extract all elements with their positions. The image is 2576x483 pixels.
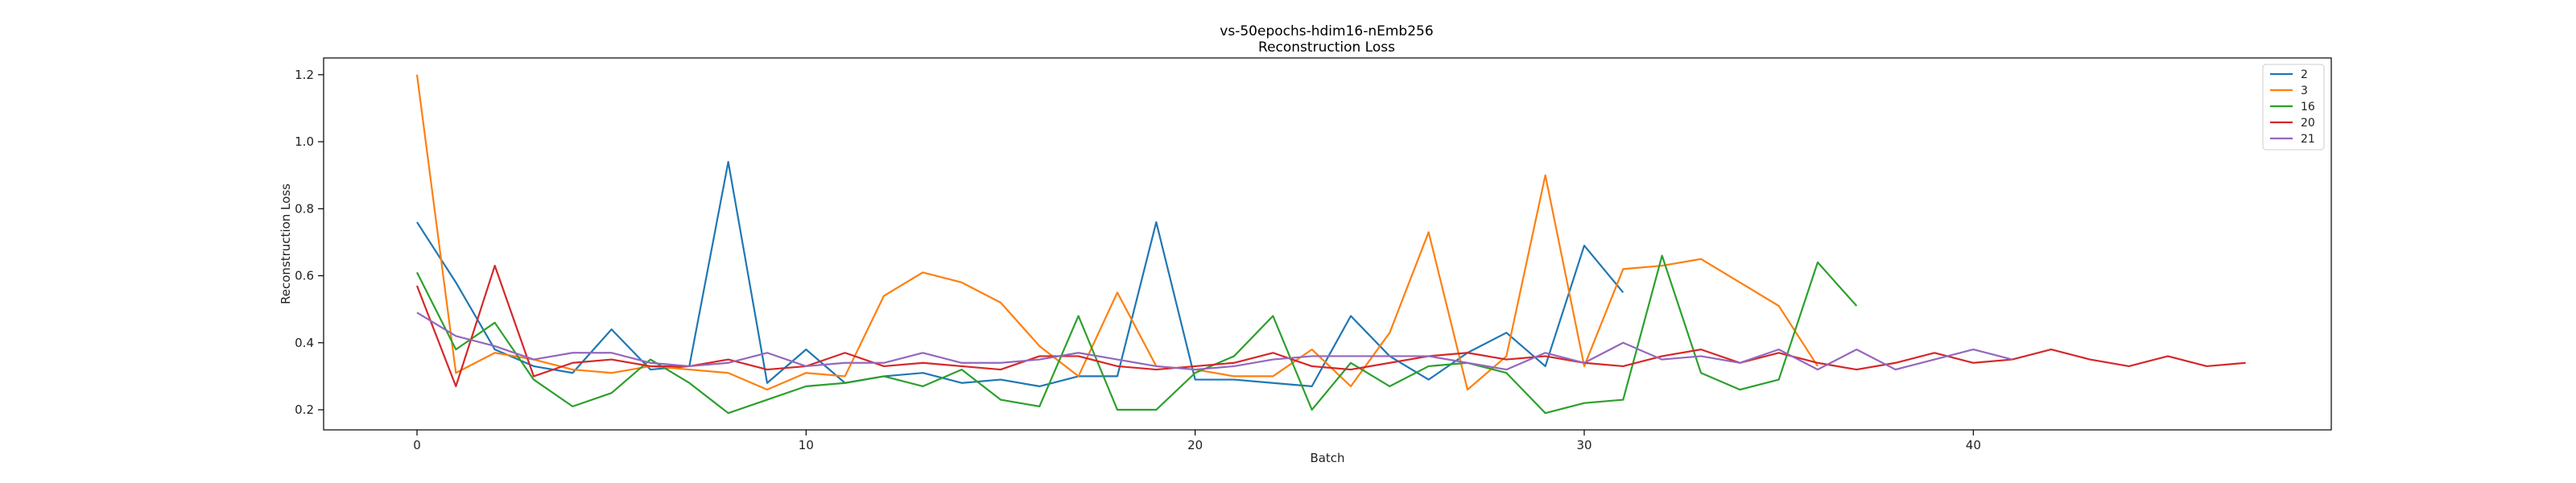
y-tick-label: 0.6 <box>295 269 314 283</box>
x-tick-label: 40 <box>1966 438 1981 452</box>
plot-area-frame <box>323 57 2332 431</box>
legend: 2 3 16 20 21 <box>2262 64 2325 151</box>
y-tick-label: 0.2 <box>295 402 314 417</box>
y-axis-ticks: 0.2 0.4 0.6 0.8 1.0 1.2 <box>295 68 324 417</box>
legend-label-3: 3 <box>2301 85 2308 97</box>
chart-title: vs-50epochs-hdim16-nEmb256 <box>1220 23 1433 39</box>
legend-frame <box>2262 64 2325 151</box>
y-tick-label: 0.4 <box>295 336 314 350</box>
y-tick-label: 0.8 <box>295 201 314 216</box>
title-block: vs-50epochs-hdim16-nEmb256 Reconstructio… <box>1220 23 1433 56</box>
x-tick-label: 10 <box>799 438 814 452</box>
x-axis-label: Batch <box>1310 451 1344 465</box>
series-layer <box>415 74 2246 415</box>
legend-label-2: 2 <box>2301 68 2308 81</box>
y-axis-label: Reconstruction Loss <box>279 184 293 304</box>
series-line-3 <box>415 74 1818 391</box>
legend-label-21: 21 <box>2301 133 2315 146</box>
y-tick-label: 1.2 <box>295 68 314 82</box>
x-tick-label: 20 <box>1187 438 1203 452</box>
y-tick-label: 1.0 <box>295 134 314 149</box>
x-tick-label: 0 <box>413 438 421 452</box>
legend-label-20: 20 <box>2301 117 2315 130</box>
series-line-21 <box>416 312 2013 371</box>
x-axis-ticks: 0 10 20 30 40 <box>413 430 1981 452</box>
series-line-20 <box>415 264 2246 387</box>
chart-subtitle: Reconstruction Loss <box>1258 39 1395 56</box>
series-line-16 <box>416 254 1858 415</box>
series-line-2 <box>416 160 1624 387</box>
axes: 0 10 20 30 40 0.2 0.4 0.6 0.8 1.0 1.2 <box>295 57 2332 452</box>
legend-label-16: 16 <box>2301 101 2315 114</box>
x-tick-label: 30 <box>1576 438 1591 452</box>
